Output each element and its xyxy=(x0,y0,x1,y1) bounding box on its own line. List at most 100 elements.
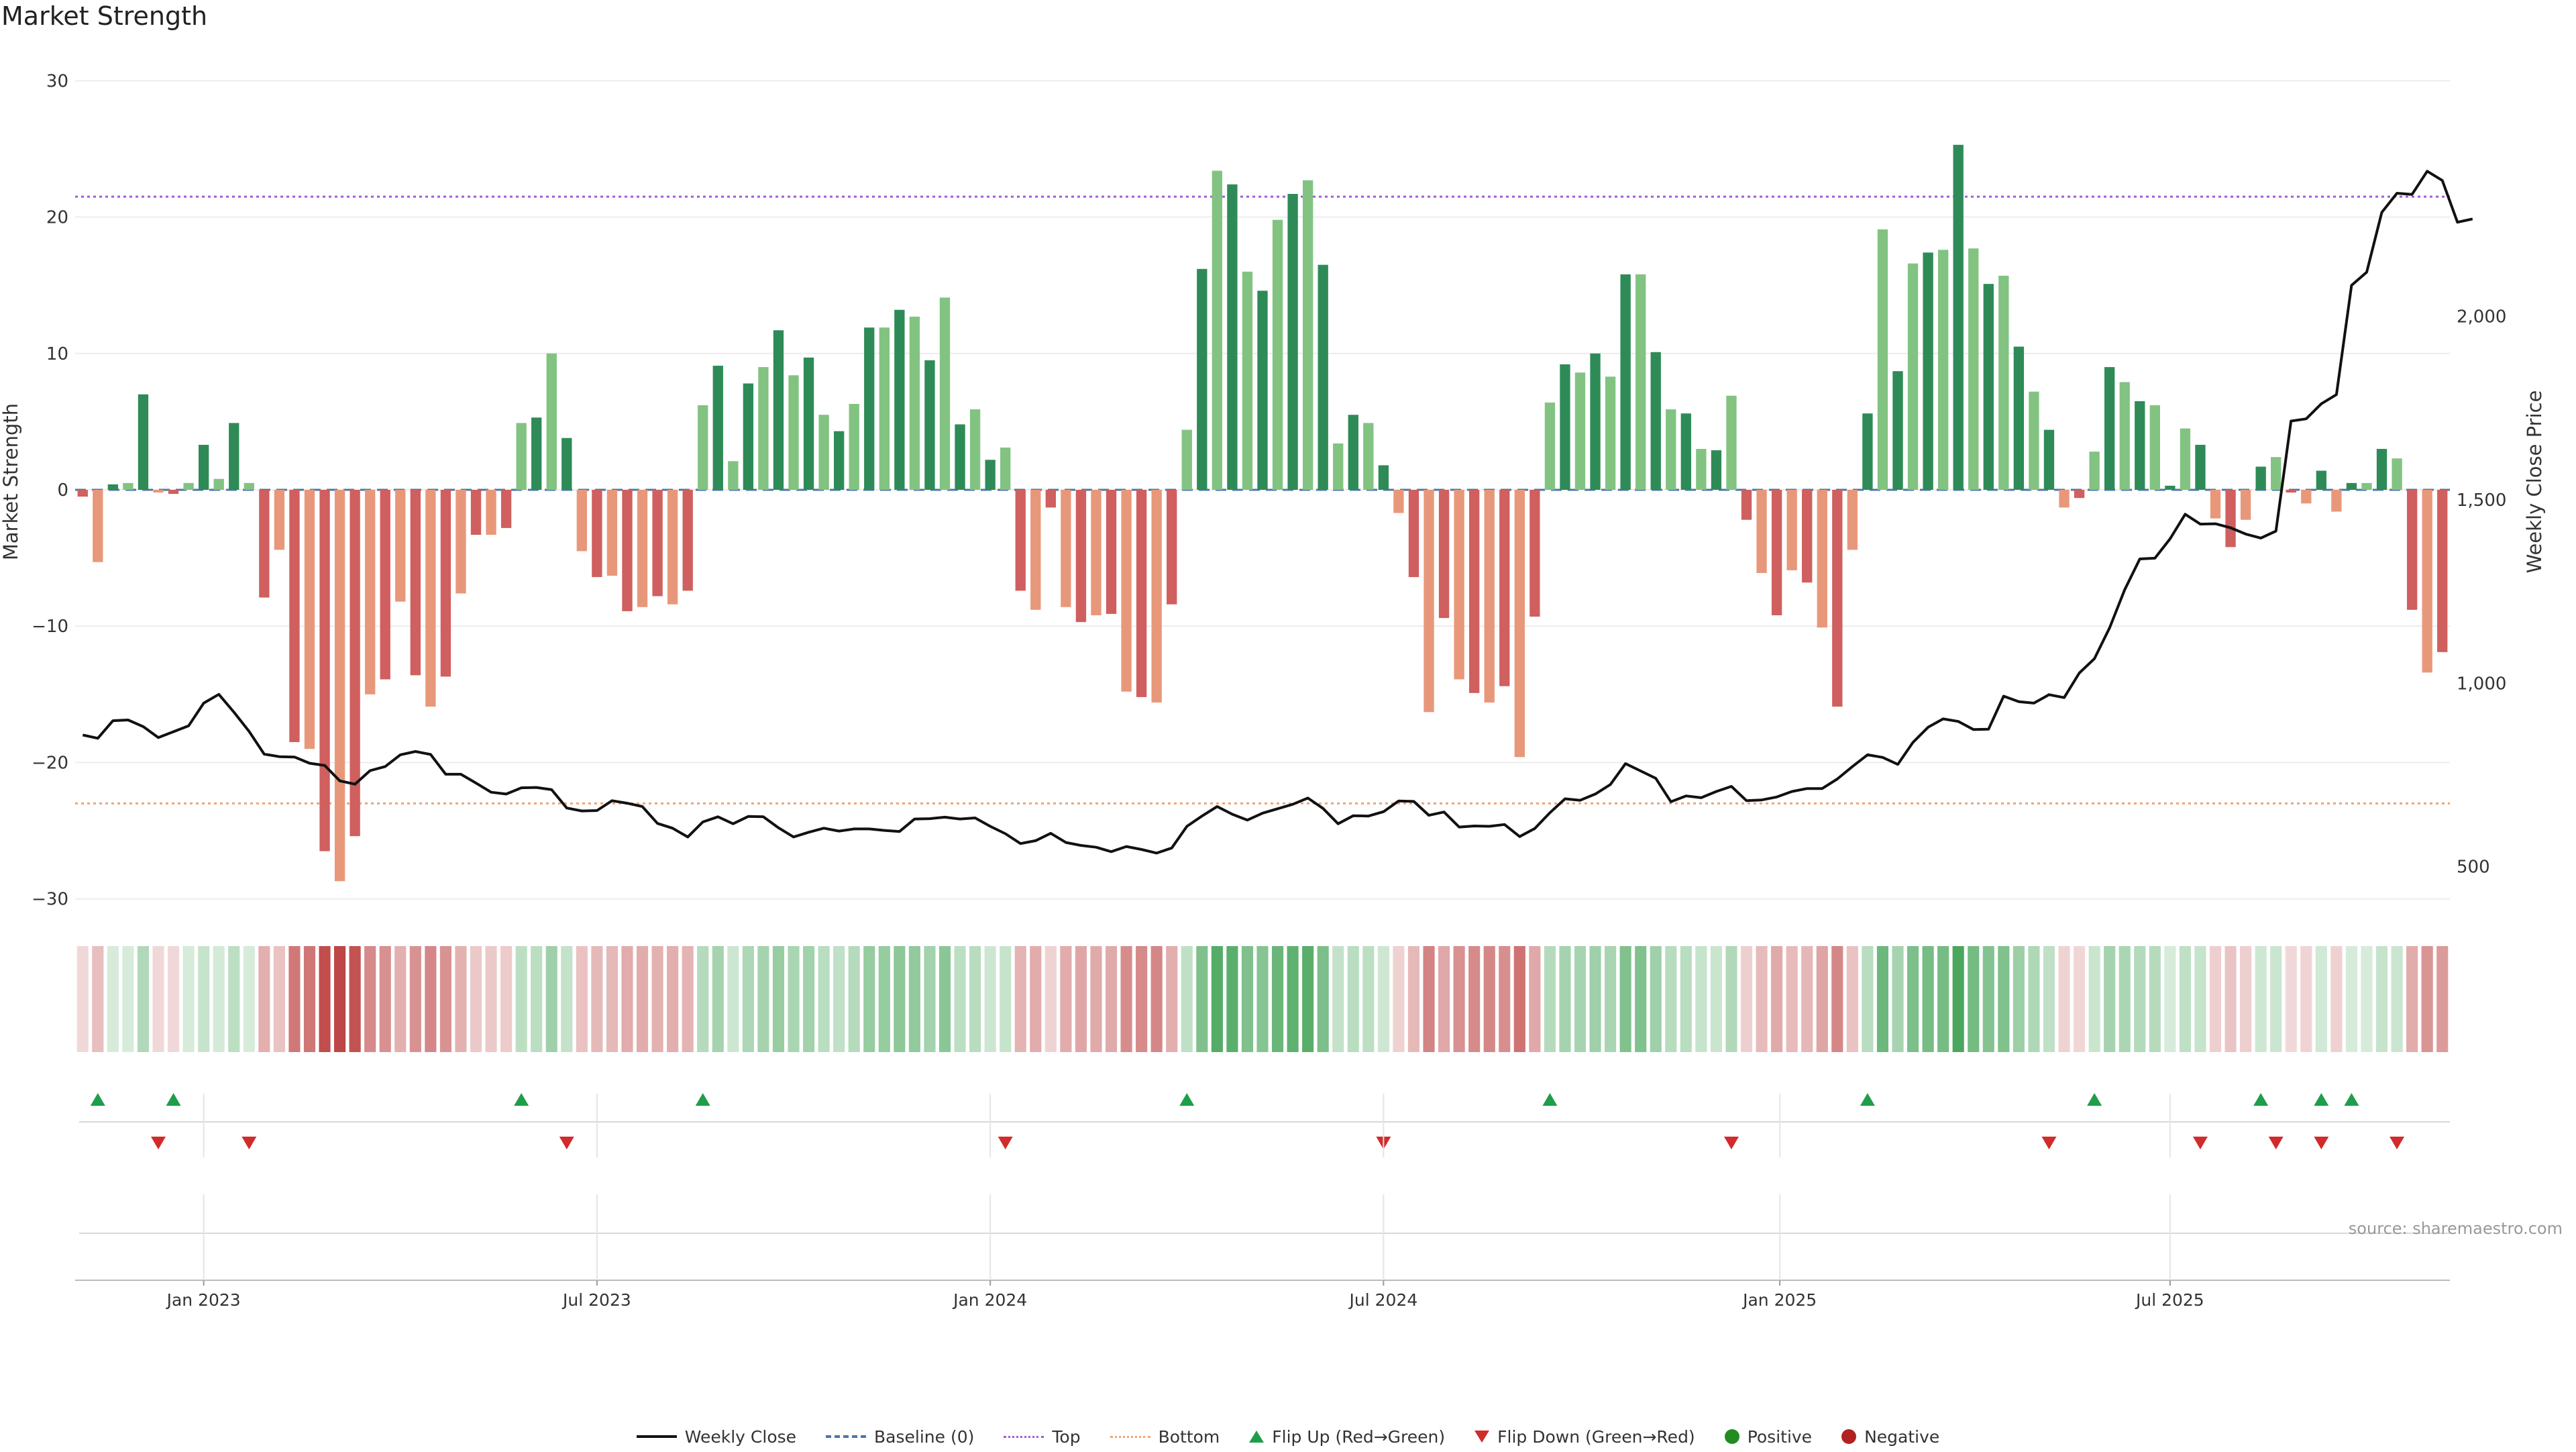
strength-bar xyxy=(350,490,360,837)
strength-bar xyxy=(123,482,133,490)
heat-cell xyxy=(1513,946,1525,1052)
heat-cell xyxy=(1105,946,1118,1052)
heat-cell xyxy=(1589,946,1601,1052)
strength-bar xyxy=(2013,346,2025,490)
strength-bar xyxy=(1045,490,1056,508)
strength-bar xyxy=(833,431,845,490)
heat-cell xyxy=(1605,946,1617,1052)
strength-bar xyxy=(2240,490,2251,520)
heat-cell xyxy=(1423,946,1435,1052)
strength-bar xyxy=(1181,429,1192,490)
heat-cell xyxy=(182,946,195,1052)
heat-cell xyxy=(1120,946,1132,1052)
strength-bar xyxy=(1015,490,1026,591)
strength-bar xyxy=(1741,490,1752,520)
heat-cell xyxy=(122,946,134,1052)
heat-cell xyxy=(772,946,785,1052)
positive-dot-icon xyxy=(1724,1429,1739,1444)
heat-cell xyxy=(2436,946,2449,1052)
heat-cell xyxy=(1937,946,1949,1052)
strength-bar xyxy=(864,327,875,490)
strength-bar xyxy=(1121,490,1132,692)
heat-cell xyxy=(1287,946,1299,1052)
flip-down-marker xyxy=(998,1137,1013,1149)
flip-up-marker xyxy=(2314,1093,2329,1106)
left-tick-label: −30 xyxy=(32,890,68,910)
strength-bar xyxy=(1953,144,1964,490)
axes: 30 20 10 0 −10 −20 −30 2,000 1,500 1,000 500 xyxy=(32,71,2506,909)
strength-bar xyxy=(289,490,300,742)
heat-cell xyxy=(908,946,920,1052)
strength-bar xyxy=(2406,490,2418,610)
legend-flip-down[interactable]: Flip Down (Green→Red) xyxy=(1474,1427,1695,1447)
flip-down-marker xyxy=(151,1137,166,1149)
strength-bar xyxy=(2255,466,2266,490)
heat-cell xyxy=(667,946,679,1052)
strength-bar xyxy=(955,424,965,490)
strength-bar xyxy=(1091,490,1102,615)
strength-bar xyxy=(698,405,708,490)
strength-bar xyxy=(1424,490,1434,713)
heat-cell xyxy=(1574,946,1587,1052)
heat-cell xyxy=(349,946,361,1052)
heat-cell xyxy=(1771,946,1783,1052)
strength-bar xyxy=(2316,470,2327,490)
heat-cell xyxy=(545,946,557,1052)
heat-cell xyxy=(1438,946,1450,1052)
legend-top[interactable]: Top xyxy=(1004,1427,1081,1447)
heat-cell xyxy=(1226,946,1238,1052)
heat-cell xyxy=(2300,946,2312,1052)
x-tick-label: Jan 2024 xyxy=(952,1290,1027,1310)
strength-bar xyxy=(410,490,421,676)
strength-bar xyxy=(1287,194,1298,490)
heat-cell xyxy=(1332,946,1344,1052)
heat-cell xyxy=(2224,946,2237,1052)
strength-bar xyxy=(2225,490,2236,548)
strength-bar xyxy=(1061,490,1071,607)
strength-bar xyxy=(637,490,648,607)
heat-cell xyxy=(984,946,996,1052)
legend-top-label: Top xyxy=(1052,1427,1081,1447)
flip-down-marker xyxy=(559,1137,574,1149)
flip-up-marker xyxy=(90,1093,105,1106)
flip-up-marker xyxy=(166,1093,181,1106)
strength-bar xyxy=(1408,490,1419,578)
left-tick-label: 30 xyxy=(46,71,68,91)
price-line-layer xyxy=(82,170,2473,855)
heat-cell xyxy=(2104,946,2116,1052)
heat-cell xyxy=(1256,946,1269,1052)
legend-flip-up[interactable]: Flip Up (Red→Green) xyxy=(1249,1427,1445,1447)
legend-negative[interactable]: Negative xyxy=(1841,1427,1939,1447)
strength-bar xyxy=(2135,401,2145,490)
heat-cell xyxy=(1876,946,1889,1052)
strength-bar xyxy=(500,490,512,528)
strength-bar xyxy=(229,423,239,490)
legend-bottom[interactable]: Bottom xyxy=(1110,1427,1220,1447)
strength-bar xyxy=(2119,382,2130,490)
legend-positive[interactable]: Positive xyxy=(1724,1427,1812,1447)
heat-cell xyxy=(1407,946,1420,1052)
flip-down-marker xyxy=(2041,1137,2057,1149)
strength-bar xyxy=(682,490,693,591)
legend-baseline[interactable]: Baseline (0) xyxy=(826,1427,974,1447)
x-tick-label: Jul 2024 xyxy=(1348,1290,1418,1310)
strength-bar xyxy=(2437,490,2448,652)
strength-bar xyxy=(1106,490,1117,614)
strength-bar xyxy=(622,490,633,611)
legend-weekly-close[interactable]: Weekly Close xyxy=(636,1427,796,1447)
strength-bar xyxy=(440,490,451,677)
heat-cell xyxy=(319,946,331,1052)
strength-bar xyxy=(969,409,981,490)
strength-bar xyxy=(1469,490,1480,693)
strength-bar xyxy=(2195,444,2206,490)
heat-cell xyxy=(1982,946,1994,1052)
heat-cell xyxy=(2194,946,2206,1052)
heat-cell xyxy=(1030,946,1042,1052)
heat-cell xyxy=(1862,946,1874,1052)
heat-cell xyxy=(409,946,421,1052)
heat-cell xyxy=(818,946,830,1052)
heat-cell xyxy=(1150,946,1163,1052)
strength-bar xyxy=(894,309,905,490)
strength-bar xyxy=(924,360,935,490)
